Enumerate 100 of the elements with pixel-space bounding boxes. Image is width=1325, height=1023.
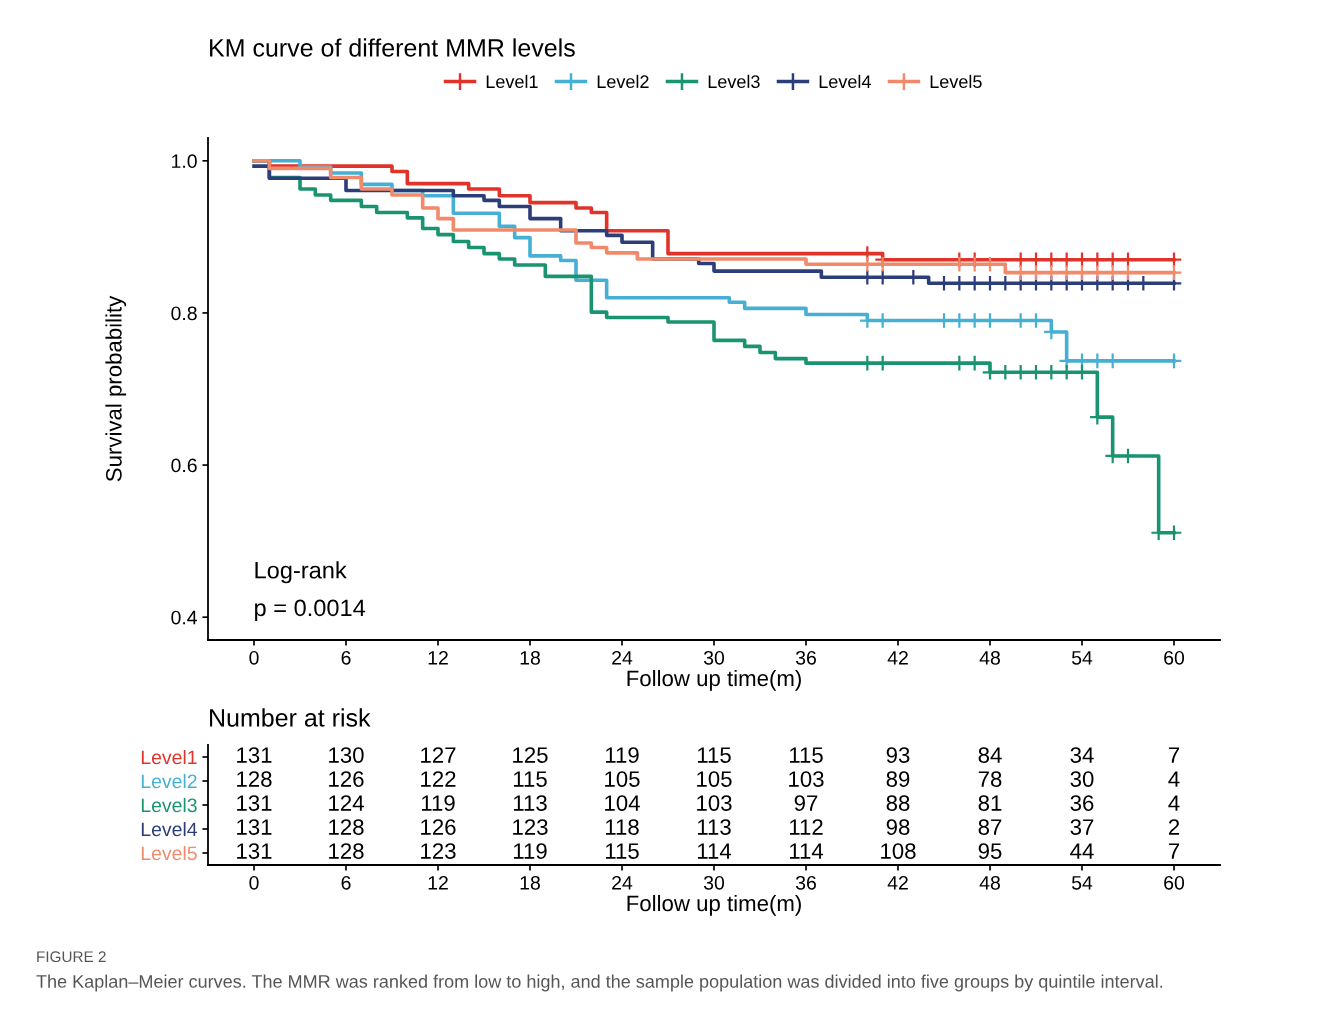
data-label: 128 <box>329 843 364 859</box>
y-axis-title: Survival probability <box>105 295 127 482</box>
x-tick-label: 30 <box>703 650 725 665</box>
y-tick-label: Level1 <box>141 749 197 765</box>
data-label: 131 <box>237 843 272 859</box>
data-label: 84 <box>978 747 1002 763</box>
chart-title: KM curve of different MMR levels <box>210 38 575 57</box>
y-tick-label: Level5 <box>141 845 197 861</box>
data-label: 119 <box>513 843 547 859</box>
legend-label: Level5 <box>930 74 982 89</box>
data-label: 103 <box>789 771 824 787</box>
x-tick-label: 36 <box>795 650 816 665</box>
data-label: 112 <box>789 819 823 835</box>
x-tick-label: 30 <box>703 875 725 890</box>
x-tick-label: 54 <box>1071 651 1093 665</box>
x-tick-label: 42 <box>887 650 908 665</box>
data-label: 7 <box>1168 747 1180 763</box>
x-tick-label: 24 <box>612 875 633 890</box>
data-label: 128 <box>329 819 364 835</box>
y-tick-label: Level4 <box>141 821 198 837</box>
chart-title: Number at risk <box>210 708 371 727</box>
data-label: 7 <box>1168 843 1180 859</box>
data-label: 34 <box>1070 747 1094 763</box>
data-label: 113 <box>697 819 731 835</box>
data-label: 119 <box>421 795 455 811</box>
data-label: 124 <box>329 795 364 811</box>
data-label: 2 <box>1168 819 1180 835</box>
data-label: 115 <box>513 771 547 787</box>
x-tick-label: 24 <box>612 650 633 665</box>
data-label: 88 <box>886 795 910 811</box>
data-label: 130 <box>329 747 364 763</box>
y-tick-label: 1.0 <box>172 154 197 169</box>
data-label: 4 <box>1168 795 1180 811</box>
x-tick-label: 42 <box>887 875 908 890</box>
data-label: 4 <box>1168 771 1180 787</box>
y-tick-label: 0.8 <box>171 306 197 321</box>
legend-label: Level4 <box>819 74 871 89</box>
caption: FIGURE 2 <box>37 951 106 963</box>
data-label: 128 <box>237 771 272 787</box>
x-tick-label: 60 <box>1164 650 1185 665</box>
data-label: 97 <box>794 795 818 811</box>
x-tick-label: 0 <box>249 650 259 665</box>
data-label: 122 <box>421 771 456 787</box>
data-label: 89 <box>886 771 910 787</box>
data-label: 131 <box>237 795 272 811</box>
data-label: 115 <box>697 747 731 763</box>
x-tick-label: 48 <box>979 875 1000 890</box>
data-label: 131 <box>237 819 272 835</box>
annotation: Log-rank <box>255 561 347 584</box>
x-axis-title: Follow up time(m) <box>627 894 801 916</box>
text: The Kaplan–Meier curves. The MMR was ranked from low to high, and the sample population was divided into five groups by quintile interval. <box>36 974 1163 992</box>
data-label: 119 <box>605 747 639 763</box>
data-label: 118 <box>605 819 639 835</box>
data-label: 98 <box>886 819 910 835</box>
x-tick-label: 54 <box>1071 876 1093 890</box>
data-label: 30 <box>1070 771 1094 787</box>
x-tick-label: 0 <box>249 875 259 890</box>
data-label: 114 <box>789 843 824 859</box>
x-tick-label: 6 <box>341 650 351 665</box>
data-label: 93 <box>886 747 910 763</box>
data-label: 115 <box>605 843 639 859</box>
data-label: 87 <box>978 819 1002 835</box>
data-label: 126 <box>421 819 456 835</box>
y-tick-label: Level3 <box>141 797 197 813</box>
legend-label: Level2 <box>597 74 649 89</box>
y-tick-label: Level2 <box>141 773 197 789</box>
x-tick-label: 36 <box>795 875 816 890</box>
x-tick-label: 6 <box>341 875 351 890</box>
x-axis-title: Follow up time(m) <box>627 669 801 691</box>
y-tick-label: 0.6 <box>171 458 197 473</box>
data-label: 126 <box>329 771 364 787</box>
data-label: 104 <box>605 795 640 811</box>
data-label: 103 <box>697 795 732 811</box>
x-tick-label: 18 <box>520 875 540 890</box>
data-label: 123 <box>513 819 548 835</box>
data-label: 95 <box>978 843 1002 859</box>
data-label: 105 <box>605 771 640 787</box>
data-label: 127 <box>421 747 456 763</box>
data-label: 125 <box>513 747 548 763</box>
data-label: 113 <box>513 795 547 811</box>
legend-label: Level1 <box>486 74 538 89</box>
x-tick-label: 12 <box>428 875 448 890</box>
data-label: 105 <box>697 771 732 787</box>
data-label: 36 <box>1070 795 1094 811</box>
legend-label: Level3 <box>708 74 760 89</box>
x-tick-label: 12 <box>428 650 448 665</box>
x-tick-label: 48 <box>979 650 1000 665</box>
data-label: 131 <box>237 747 272 763</box>
data-label: 123 <box>421 843 456 859</box>
data-label: 115 <box>789 747 823 763</box>
y-tick-label: 0.4 <box>171 610 198 625</box>
data-label: 81 <box>978 795 1002 811</box>
data-label: 114 <box>697 843 732 859</box>
data-label: 108 <box>881 843 916 859</box>
data-label: 37 <box>1070 819 1094 835</box>
x-tick-label: 18 <box>520 650 540 665</box>
annotation: p = 0.0014 <box>255 599 366 621</box>
data-label: 78 <box>978 771 1002 787</box>
data-label: 44 <box>1070 843 1094 859</box>
x-tick-label: 60 <box>1164 875 1185 890</box>
